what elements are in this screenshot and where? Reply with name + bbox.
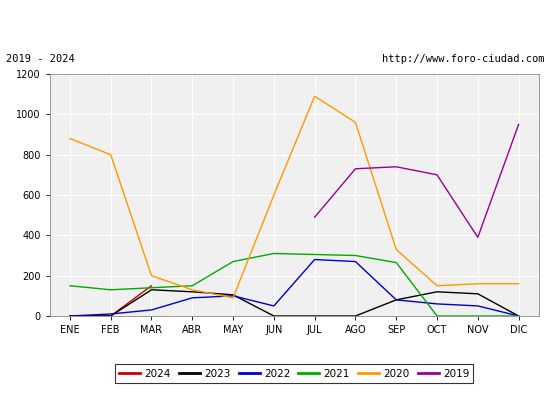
Text: Evolucion Nº Turistas Nacionales en el municipio de Basardilla: Evolucion Nº Turistas Nacionales en el m… [37,14,513,30]
Text: 2019 - 2024: 2019 - 2024 [6,54,74,64]
Legend: 2024, 2023, 2022, 2021, 2020, 2019: 2024, 2023, 2022, 2021, 2020, 2019 [115,364,474,383]
Text: http://www.foro-ciudad.com: http://www.foro-ciudad.com [382,54,544,64]
